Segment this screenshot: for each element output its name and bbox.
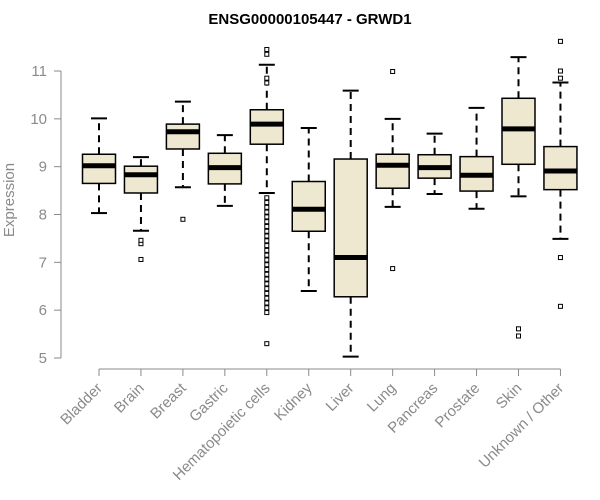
outlier-point bbox=[557, 303, 563, 309]
boxes-group bbox=[81, 38, 578, 358]
y-tick-label: 5 bbox=[39, 350, 47, 367]
outlier-point bbox=[264, 295, 270, 301]
y-tick-label: 11 bbox=[31, 63, 47, 80]
box-kidney bbox=[291, 126, 326, 293]
outlier-point bbox=[264, 257, 270, 263]
iqr-box bbox=[165, 123, 201, 150]
outlier-point bbox=[557, 68, 563, 74]
outlier-point bbox=[264, 281, 270, 287]
box-breast bbox=[165, 100, 201, 222]
x-tick-label: Liver bbox=[323, 380, 358, 415]
outlier-point bbox=[390, 68, 396, 74]
y-tick-label: 9 bbox=[39, 159, 47, 176]
outlier-point bbox=[264, 310, 270, 316]
outlier-point bbox=[264, 247, 270, 253]
iqr-box bbox=[333, 158, 368, 298]
box-liver bbox=[333, 89, 368, 358]
outlier-point bbox=[264, 233, 270, 239]
outlier-point bbox=[138, 256, 144, 262]
y-tick-label: 8 bbox=[39, 207, 47, 224]
outlier-point bbox=[264, 214, 270, 220]
box-prostate bbox=[459, 106, 494, 210]
box-pancreas bbox=[417, 132, 452, 195]
box-skin bbox=[501, 56, 536, 339]
y-tick-label: 10 bbox=[30, 111, 47, 128]
x-tick-label: Kidney bbox=[271, 379, 316, 424]
outlier-point bbox=[264, 341, 270, 347]
outlier-point bbox=[264, 200, 270, 206]
outlier-point bbox=[264, 80, 270, 86]
iqr-box bbox=[375, 153, 410, 189]
y-axis-label: Expression bbox=[1, 163, 18, 237]
box-brain bbox=[123, 156, 159, 262]
iqr-box bbox=[123, 165, 159, 194]
outlier-point bbox=[264, 219, 270, 225]
outlier-point bbox=[264, 271, 270, 277]
outlier-point bbox=[138, 237, 144, 243]
x-tick-label: Bladder bbox=[57, 380, 106, 429]
y-tick-label: 6 bbox=[39, 302, 47, 319]
outlier-point bbox=[264, 238, 270, 244]
x-tick-label: Breast bbox=[147, 379, 190, 422]
outlier-point bbox=[264, 228, 270, 234]
outlier-point bbox=[264, 286, 270, 292]
box-hematopoietic-cells bbox=[249, 46, 285, 347]
iqr-box bbox=[543, 145, 578, 191]
iqr-box bbox=[291, 180, 326, 233]
outlier-point bbox=[264, 252, 270, 258]
box-unknown-other bbox=[543, 38, 578, 309]
outlier-point bbox=[264, 209, 270, 215]
chart-title: ENSG00000105447 - GRWD1 bbox=[208, 11, 411, 28]
y-tick-label: 7 bbox=[39, 254, 47, 271]
outlier-point bbox=[557, 255, 563, 261]
x-tick-label: Skin bbox=[493, 380, 526, 413]
outlier-point bbox=[516, 326, 521, 332]
box-bladder bbox=[81, 117, 117, 215]
box-lung bbox=[375, 68, 410, 272]
outlier-point bbox=[180, 216, 186, 222]
x-tick-label: Prostate bbox=[432, 380, 484, 432]
box-gastric bbox=[207, 134, 243, 207]
outlier-point bbox=[264, 204, 270, 210]
outlier-point bbox=[264, 51, 270, 57]
outlier-point bbox=[264, 276, 270, 282]
outlier-point bbox=[264, 223, 270, 229]
iqr-box bbox=[249, 109, 285, 145]
outlier-point bbox=[264, 290, 270, 296]
outlier-point bbox=[264, 300, 270, 306]
outlier-point bbox=[264, 305, 270, 311]
outlier-point bbox=[264, 75, 270, 81]
outlier-point bbox=[516, 333, 521, 339]
outlier-point bbox=[264, 267, 270, 273]
outlier-point bbox=[264, 46, 270, 52]
outlier-point bbox=[264, 262, 270, 268]
outlier-point bbox=[264, 195, 270, 201]
outlier-point bbox=[557, 38, 563, 44]
x-tick-label: Brain bbox=[111, 380, 148, 417]
outlier-point bbox=[390, 266, 396, 272]
iqr-box bbox=[81, 153, 117, 185]
outlier-point bbox=[557, 75, 563, 81]
x-tick-label: Lung bbox=[364, 380, 400, 416]
outlier-point bbox=[264, 243, 270, 249]
